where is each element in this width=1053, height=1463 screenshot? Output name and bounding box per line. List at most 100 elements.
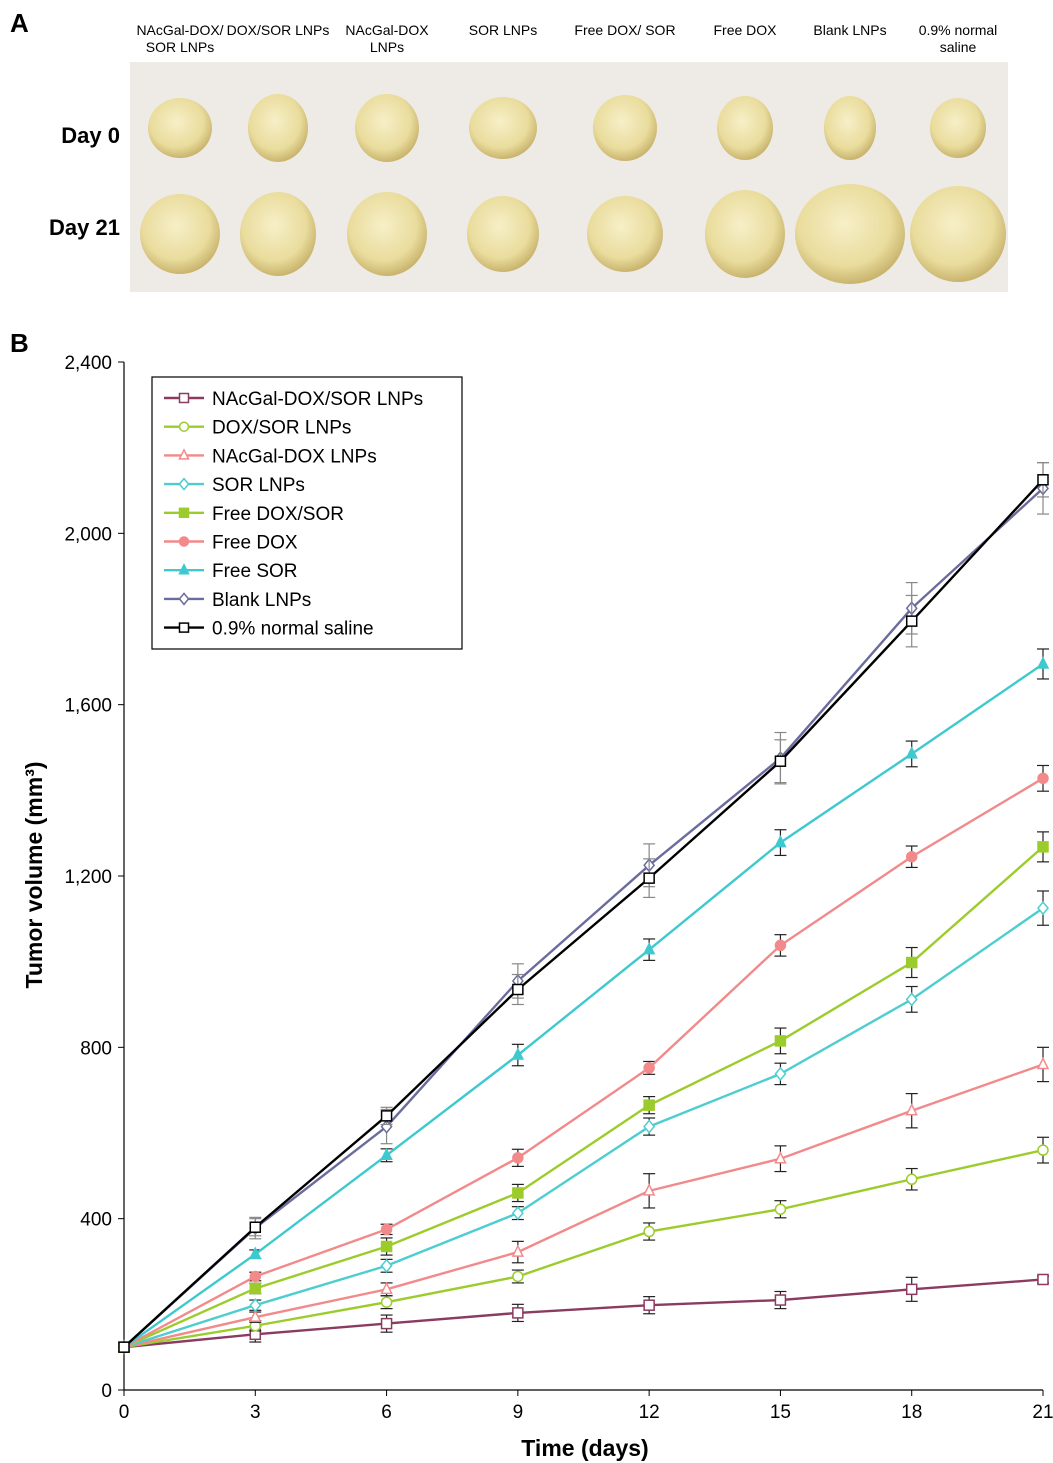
data-point <box>118 1341 130 1353</box>
legend-marker <box>178 392 190 404</box>
legend-item: Free DOX/SOR <box>164 504 344 525</box>
row-label-day-21: Day 21 <box>49 215 120 240</box>
data-point <box>249 1282 262 1295</box>
y-tick-label: 1,200 <box>64 867 112 888</box>
legend-item: Free DOX <box>164 533 298 554</box>
data-point <box>380 1240 393 1253</box>
data-point <box>774 1151 787 1164</box>
series-line <box>123 1063 1044 1349</box>
row-label-day-0: Day 0 <box>61 123 120 148</box>
legend-item: NAcGal-DOX LNPs <box>164 446 377 467</box>
data-point <box>905 992 918 1007</box>
data-point <box>643 1099 655 1111</box>
tumor-day-0 <box>148 98 212 158</box>
legend-label: Free DOX/SOR <box>212 504 344 525</box>
tumor-day-0 <box>355 94 419 162</box>
column-label: DOX/SOR LNPs <box>226 22 330 38</box>
legend-marker <box>178 622 190 633</box>
x-tick-label: 6 <box>381 1402 392 1423</box>
tumor-day-21 <box>795 184 905 284</box>
legend-marker <box>178 563 190 575</box>
data-point <box>905 1103 918 1116</box>
legend-marker <box>178 421 190 432</box>
data-point <box>905 746 918 759</box>
series-line <box>123 1278 1044 1349</box>
series-line <box>123 845 1044 1349</box>
series-line <box>123 777 1044 1349</box>
data-point <box>380 1317 393 1330</box>
chart-axes: 0 400 800 1,200 1,600 2,000 2,400 0 3 6 9 12 15 18 21 <box>64 353 1053 1423</box>
tumor-day-0 <box>717 96 773 160</box>
legend-marker <box>178 507 190 519</box>
data-point <box>643 872 655 884</box>
legend-marker <box>178 448 190 460</box>
legend-label: DOX/SOR LNPs <box>212 418 351 439</box>
data-point <box>774 1066 787 1082</box>
column-label: Free DOX <box>713 22 777 38</box>
y-tick-label: 2,000 <box>64 524 112 545</box>
series <box>118 890 1049 1355</box>
legend-label: SOR LNPs <box>212 475 305 496</box>
legend-label: Free DOX <box>212 533 298 554</box>
tumor-day-21 <box>705 190 785 278</box>
y-axis-label: Tumor volume (mm³) <box>21 761 47 988</box>
data-point <box>774 755 787 767</box>
data-point <box>249 1270 262 1283</box>
column-label: 0.9% normal saline <box>918 22 998 55</box>
legend-label: NAcGal-DOX LNPs <box>212 446 377 467</box>
tumor-day-0 <box>824 96 876 160</box>
series-line <box>123 662 1044 1349</box>
x-tick-label: 12 <box>639 1402 660 1423</box>
data-point <box>1036 1056 1050 1070</box>
data-point <box>512 1187 524 1199</box>
data-point <box>512 983 524 996</box>
legend-label: NAcGal-DOX/SOR LNPs <box>212 389 423 410</box>
tumor-day-0 <box>248 94 308 162</box>
series-line <box>123 907 1044 1349</box>
tumor-day-21 <box>587 196 663 272</box>
data-point <box>1037 474 1049 486</box>
data-point <box>380 1281 393 1295</box>
y-tick-label: 0 <box>101 1381 112 1402</box>
series-line <box>123 478 1044 1349</box>
data-point <box>905 956 918 969</box>
data-point <box>1037 1273 1049 1286</box>
tumor-photo-drawing <box>140 94 1006 284</box>
tumor-day-21 <box>910 186 1006 282</box>
data-point <box>380 1296 393 1308</box>
tumor-photo <box>130 62 1008 292</box>
legend-item: NAcGal-DOX/SOR LNPs <box>164 389 423 410</box>
series <box>117 1046 1050 1352</box>
legend-item: Blank LNPs <box>164 590 311 611</box>
legend-item: Free SOR <box>164 561 298 582</box>
data-point <box>512 1270 524 1283</box>
tumor-day-21 <box>240 192 316 276</box>
legend-label: 0.9% normal saline <box>212 619 374 640</box>
x-tick-label: 18 <box>901 1402 922 1423</box>
data-point <box>380 1110 393 1122</box>
legend-marker <box>178 536 190 547</box>
data-point <box>512 1152 524 1164</box>
x-tick-label: 0 <box>119 1402 130 1423</box>
column-label: NAcGal-DOX LNPs <box>345 22 429 55</box>
data-point <box>380 1147 393 1161</box>
data-point <box>774 834 787 848</box>
legend-label: Free SOR <box>212 561 298 582</box>
data-point <box>905 850 918 863</box>
series <box>118 831 1049 1353</box>
data-point <box>774 1294 787 1306</box>
data-point <box>249 1298 262 1313</box>
series <box>118 1273 1049 1353</box>
data-point <box>643 1119 656 1134</box>
data-point <box>774 1203 787 1215</box>
data-point <box>642 941 656 955</box>
tumor-day-0 <box>469 97 537 159</box>
series <box>118 462 1049 1353</box>
legend-label: Blank LNPs <box>212 590 311 611</box>
data-point <box>249 1221 262 1233</box>
y-tick-label: 800 <box>80 1038 112 1059</box>
data-point <box>511 1244 525 1257</box>
panel-b-letter: B <box>10 328 29 358</box>
data-point <box>643 1062 655 1074</box>
data-point <box>1037 841 1049 853</box>
